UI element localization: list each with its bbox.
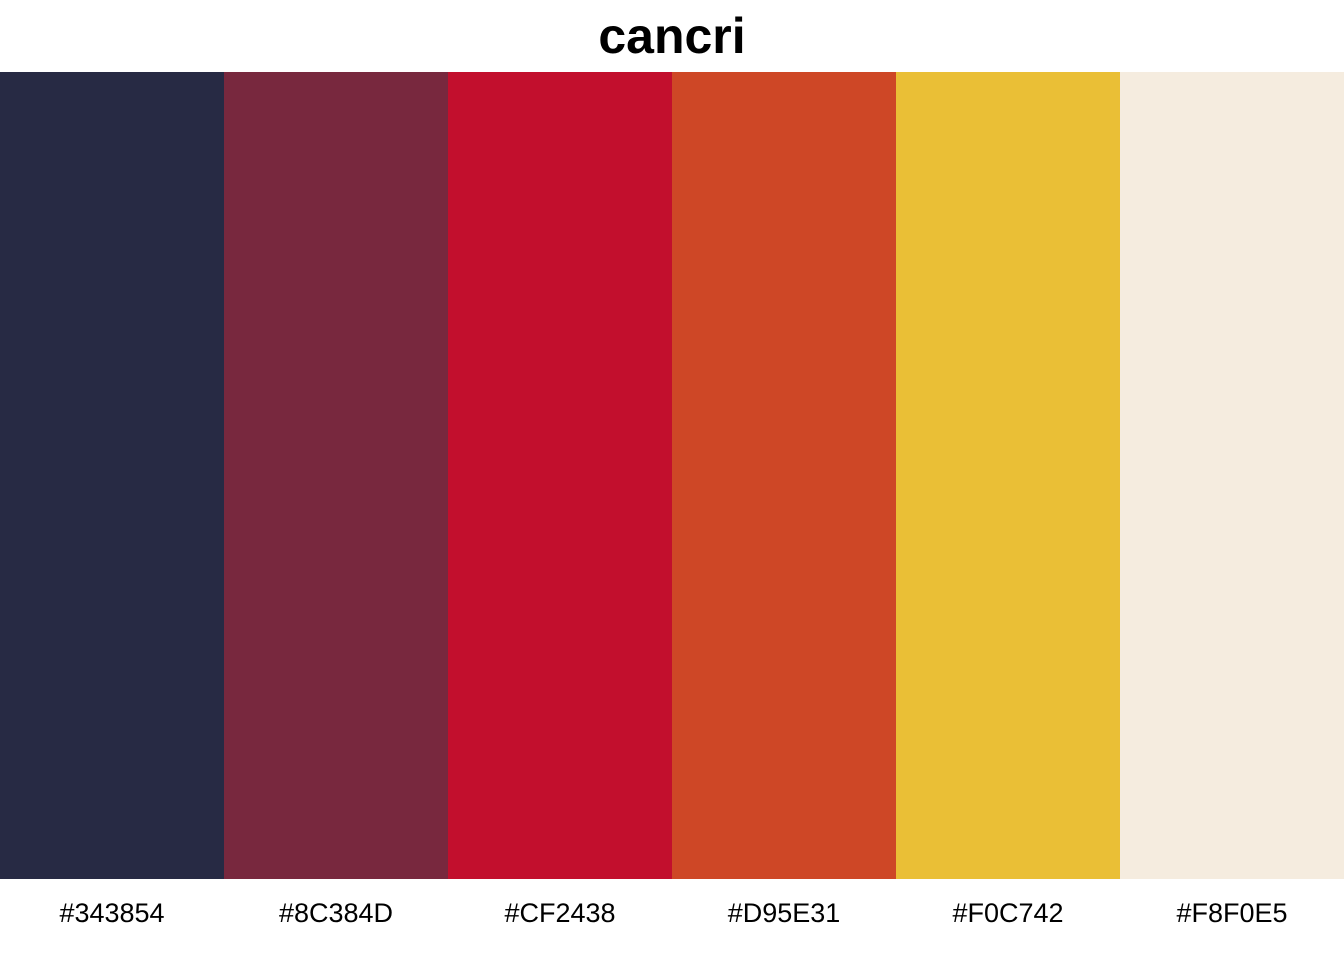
hex-label-1: #343854 [59, 898, 165, 928]
color-swatch-5 [896, 72, 1120, 879]
color-swatch-3 [448, 72, 672, 879]
color-swatch-6 [1120, 72, 1344, 879]
hex-label-5: #F0C742 [952, 898, 1064, 928]
hex-label-4: #D95E31 [727, 898, 841, 928]
hex-label-3: #CF2438 [504, 898, 616, 928]
hex-label-2: #8C384D [278, 898, 394, 928]
hex-label-row: #343854 #8C384D #CF2438 #D95E31 #F0C742 #F8F0… [0, 879, 1344, 949]
chart-title: cancri [598, 8, 746, 64]
color-swatch-1 [0, 72, 224, 879]
palette-swatches [0, 72, 1344, 879]
color-swatch-2 [224, 72, 448, 879]
color-swatch-4 [672, 72, 896, 879]
hex-label-6: #F8F0E5 [1176, 898, 1288, 928]
